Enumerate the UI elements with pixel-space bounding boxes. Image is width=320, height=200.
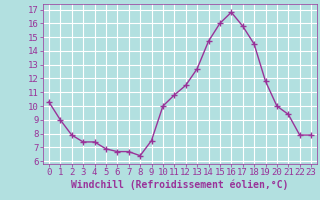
X-axis label: Windchill (Refroidissement éolien,°C): Windchill (Refroidissement éolien,°C) [71, 180, 289, 190]
